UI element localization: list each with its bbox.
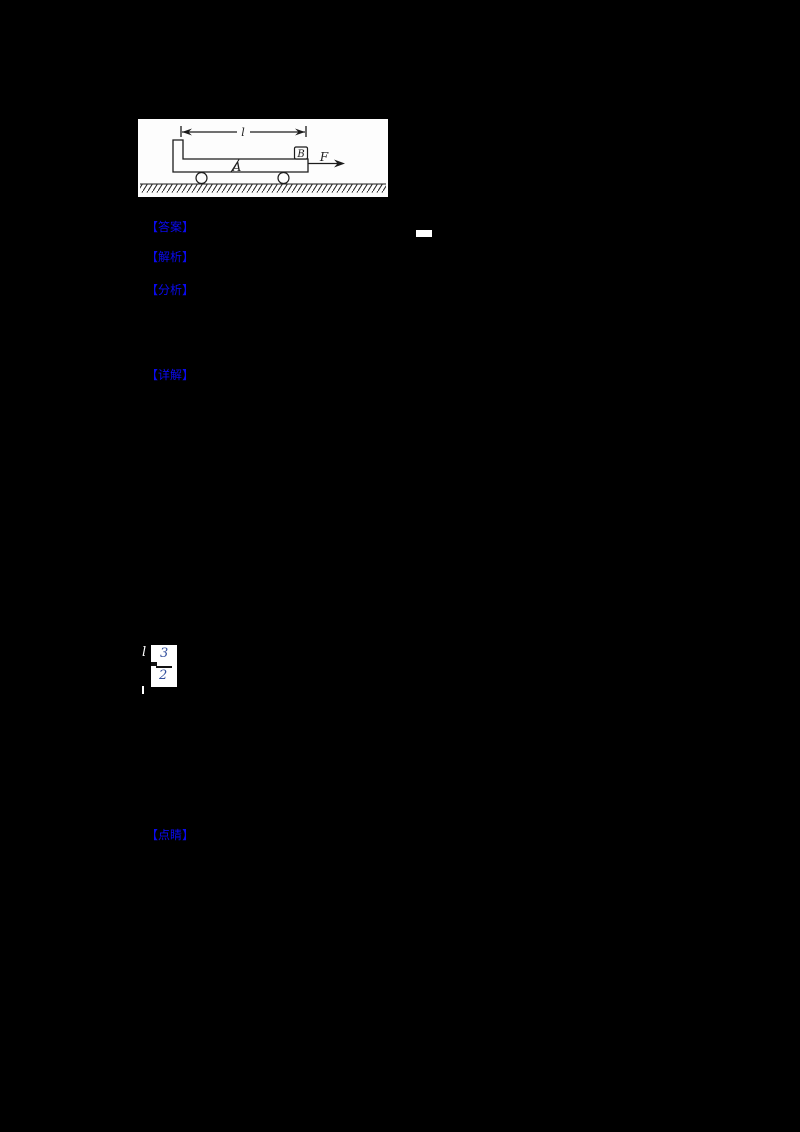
force-arrow: F <box>308 150 345 168</box>
fraction-bar <box>156 666 172 668</box>
inline-formula: l 3 2 <box>141 644 181 696</box>
key-point-tag: 【点睛】 <box>146 828 195 842</box>
ground-hatch <box>140 183 386 193</box>
formula-fragment-dash <box>416 230 432 237</box>
fraction-image: 3 2 <box>151 645 177 687</box>
cart-body <box>172 139 309 173</box>
analysis-tag: 【分析】 <box>146 283 195 297</box>
formula-edge-sliver <box>142 686 144 694</box>
cart-label-stroke <box>230 159 240 173</box>
block-b <box>293 146 309 160</box>
wheel-left <box>195 171 208 185</box>
fraction-minus-mark <box>151 662 157 666</box>
fraction-numerator: 3 <box>160 646 169 661</box>
length-dimension-arrow: l <box>180 126 307 139</box>
force-label: F <box>319 150 329 164</box>
wheel-right <box>277 171 290 185</box>
cart-label: A <box>232 160 242 174</box>
cart-figure-svg: l A B F <box>140 126 386 193</box>
formula-prefix: l <box>142 645 147 660</box>
block-label: B <box>296 149 304 160</box>
explanation-tag: 【解析】 <box>146 250 195 264</box>
length-label: l <box>241 126 245 139</box>
fraction-denominator: 2 <box>159 668 168 683</box>
physics-figure-panel: l A B F <box>138 119 388 197</box>
detailed-solution-tag: 【详解】 <box>146 368 195 382</box>
answer-tag: 【答案】 <box>146 220 195 234</box>
